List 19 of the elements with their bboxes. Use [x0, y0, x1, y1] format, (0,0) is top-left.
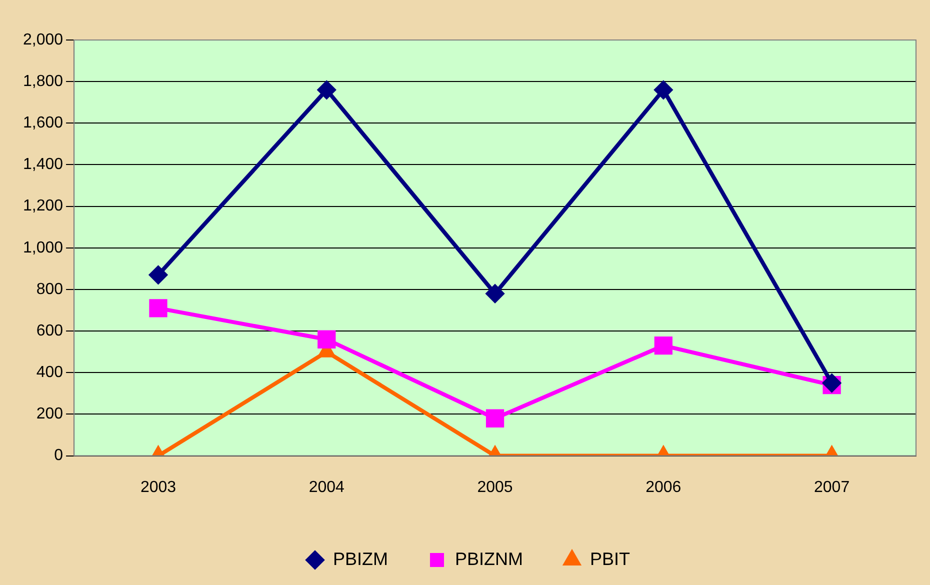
y-tick-label: 1,200 [22, 198, 64, 215]
y-tick-label: 200 [36, 406, 64, 423]
y-tick-label: 2,000 [22, 31, 64, 48]
legend-label: PBIZM [332, 548, 388, 569]
y-tick-label: 1,400 [22, 156, 64, 174]
y-tick-label: 1,600 [22, 114, 64, 132]
y-tick-label: 400 [36, 364, 64, 382]
legend-label: PBIZNM [454, 548, 524, 569]
y-tick-label: 800 [36, 280, 64, 298]
x-tick-label: 2004 [308, 478, 345, 496]
y-tick-label: 1,800 [22, 72, 64, 90]
x-tick-label: 2003 [140, 478, 176, 496]
legend-label: PBIT [590, 548, 630, 569]
x-tick-label: 2005 [477, 478, 513, 496]
y-tick-label: 600 [36, 322, 64, 340]
x-tick-label: 2007 [814, 478, 850, 496]
y-tick-label: 0 [54, 447, 64, 464]
y-tick-label: 1,000 [22, 239, 64, 256]
x-tick-label: 2006 [646, 478, 682, 496]
